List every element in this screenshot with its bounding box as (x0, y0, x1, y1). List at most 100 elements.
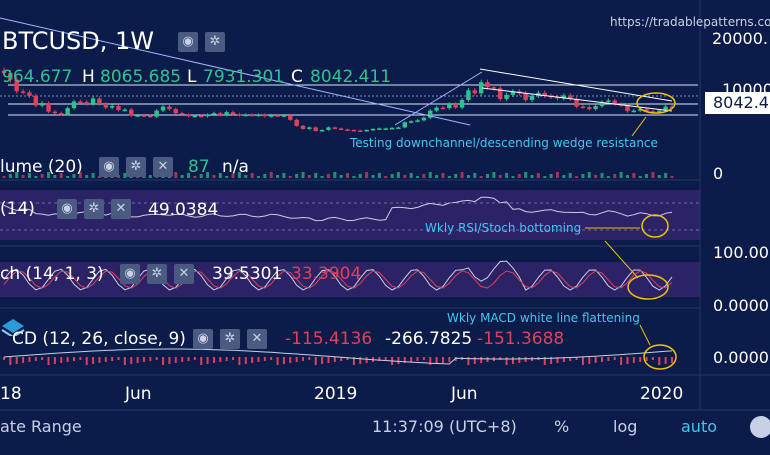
volume-value: 87 (188, 157, 210, 177)
percent-toggle[interactable]: % (554, 417, 570, 436)
log-toggle[interactable]: log (613, 417, 638, 436)
gear-icon[interactable]: ✲ (84, 199, 104, 219)
macd-histogram-bar (9, 357, 12, 365)
auto-toggle[interactable]: auto (681, 417, 718, 436)
eye-icon[interactable]: ◉ (57, 199, 77, 219)
volume-bar (21, 175, 25, 178)
volume-bar (613, 174, 617, 178)
macd-histogram-bar (206, 357, 209, 364)
candle (224, 112, 229, 116)
gear-icon[interactable]: ✲ (220, 329, 240, 349)
macd-histogram-bar (168, 357, 171, 364)
close-icon[interactable]: ✕ (174, 264, 194, 284)
volume-bar (225, 176, 229, 178)
annotation-pointer (631, 116, 647, 137)
candle (249, 114, 255, 117)
candle (561, 95, 567, 99)
volume-bar (78, 172, 82, 178)
candle (300, 125, 306, 129)
close-icon[interactable]: ✕ (153, 157, 173, 177)
candle (129, 109, 134, 116)
close-icon[interactable]: ✕ (111, 199, 131, 219)
volume-bar (575, 176, 579, 178)
macd-histogram-bar (34, 357, 37, 361)
eye-icon[interactable]: ◉ (178, 32, 198, 52)
time-label-2020: 2020 (640, 384, 684, 404)
macd-histogram-bar (365, 357, 368, 363)
volume-bar (288, 176, 292, 178)
macd-histogram-bar (632, 357, 635, 363)
time-label-2019: 2019 (314, 384, 358, 404)
macd-histogram-bar (270, 357, 273, 360)
volume-bar (441, 173, 445, 178)
macd-histogram-bar (276, 357, 279, 365)
candle (593, 106, 598, 110)
macd-histogram-bar (378, 357, 381, 361)
volume-bar (435, 175, 439, 178)
macd-histogram-bar (244, 357, 247, 364)
macd-histogram-bar (658, 357, 661, 365)
gear-icon[interactable]: ✲ (147, 264, 167, 284)
annotation-rsi: Wkly RSI/Stoch bottoming (425, 221, 582, 235)
time-label-jun: Jun (125, 384, 152, 404)
volume-bar (314, 173, 318, 178)
ohlc-open: 964.677 (2, 67, 73, 87)
macd-histogram-bar (435, 357, 438, 364)
eye-icon[interactable]: ◉ (193, 329, 213, 349)
trendline-rise (394, 71, 483, 126)
candle (631, 110, 637, 113)
close-icon[interactable]: ✕ (247, 329, 267, 349)
stoch-d-line (3, 270, 673, 289)
volume-bar (339, 175, 343, 178)
macd-histogram-bar (142, 357, 145, 362)
date-range-button[interactable]: ate Range (0, 417, 82, 436)
volume-bar (97, 176, 101, 178)
candle (230, 112, 236, 115)
macd-histogram-bar (72, 357, 75, 361)
candle (421, 117, 427, 121)
candle (14, 79, 19, 92)
candle (256, 114, 261, 117)
macd-histogram-bar (486, 357, 489, 362)
macd-histogram-bar (575, 357, 578, 360)
volume-bar (161, 176, 165, 178)
candle (326, 127, 331, 130)
macd-scale: 0.0000 (713, 348, 769, 367)
rsi-label: (14) (0, 199, 35, 219)
ohlc-close: 8042.411 (310, 67, 392, 87)
macd-histogram-bar (601, 357, 604, 362)
volume-bar (473, 173, 477, 178)
candle (65, 108, 70, 115)
macd-histogram-bar (352, 357, 355, 365)
candle (275, 115, 280, 117)
volume-bar (632, 173, 636, 178)
candle (148, 115, 153, 118)
volume-bar (581, 174, 585, 178)
volume-bar (530, 175, 534, 178)
macd-histogram-bar (79, 357, 82, 360)
gear-icon[interactable]: ✲ (205, 32, 225, 52)
volume-bar (231, 174, 235, 178)
candle (447, 104, 452, 109)
settings-gear-icon[interactable] (750, 416, 770, 438)
volume-bar (466, 175, 470, 178)
macd-histogram-bar (302, 357, 305, 361)
candle (294, 119, 299, 126)
volume-bar (47, 172, 51, 178)
candle (109, 106, 115, 108)
macd-histogram-bar (98, 357, 101, 363)
time-label-jun2: Jun (451, 384, 478, 404)
macd-histogram-bar (111, 357, 114, 361)
eye-icon[interactable]: ◉ (120, 264, 140, 284)
volume-bar (664, 173, 668, 178)
volume-bar (403, 175, 407, 178)
candle (498, 88, 503, 99)
macd-histogram-bar (562, 357, 565, 362)
volume-bar (562, 175, 566, 178)
volume-bar (34, 176, 38, 178)
eye-icon[interactable]: ◉ (99, 157, 119, 177)
gear-icon[interactable]: ✲ (126, 157, 146, 177)
volume-bar (333, 172, 337, 178)
macd-histogram-bar (620, 357, 623, 365)
